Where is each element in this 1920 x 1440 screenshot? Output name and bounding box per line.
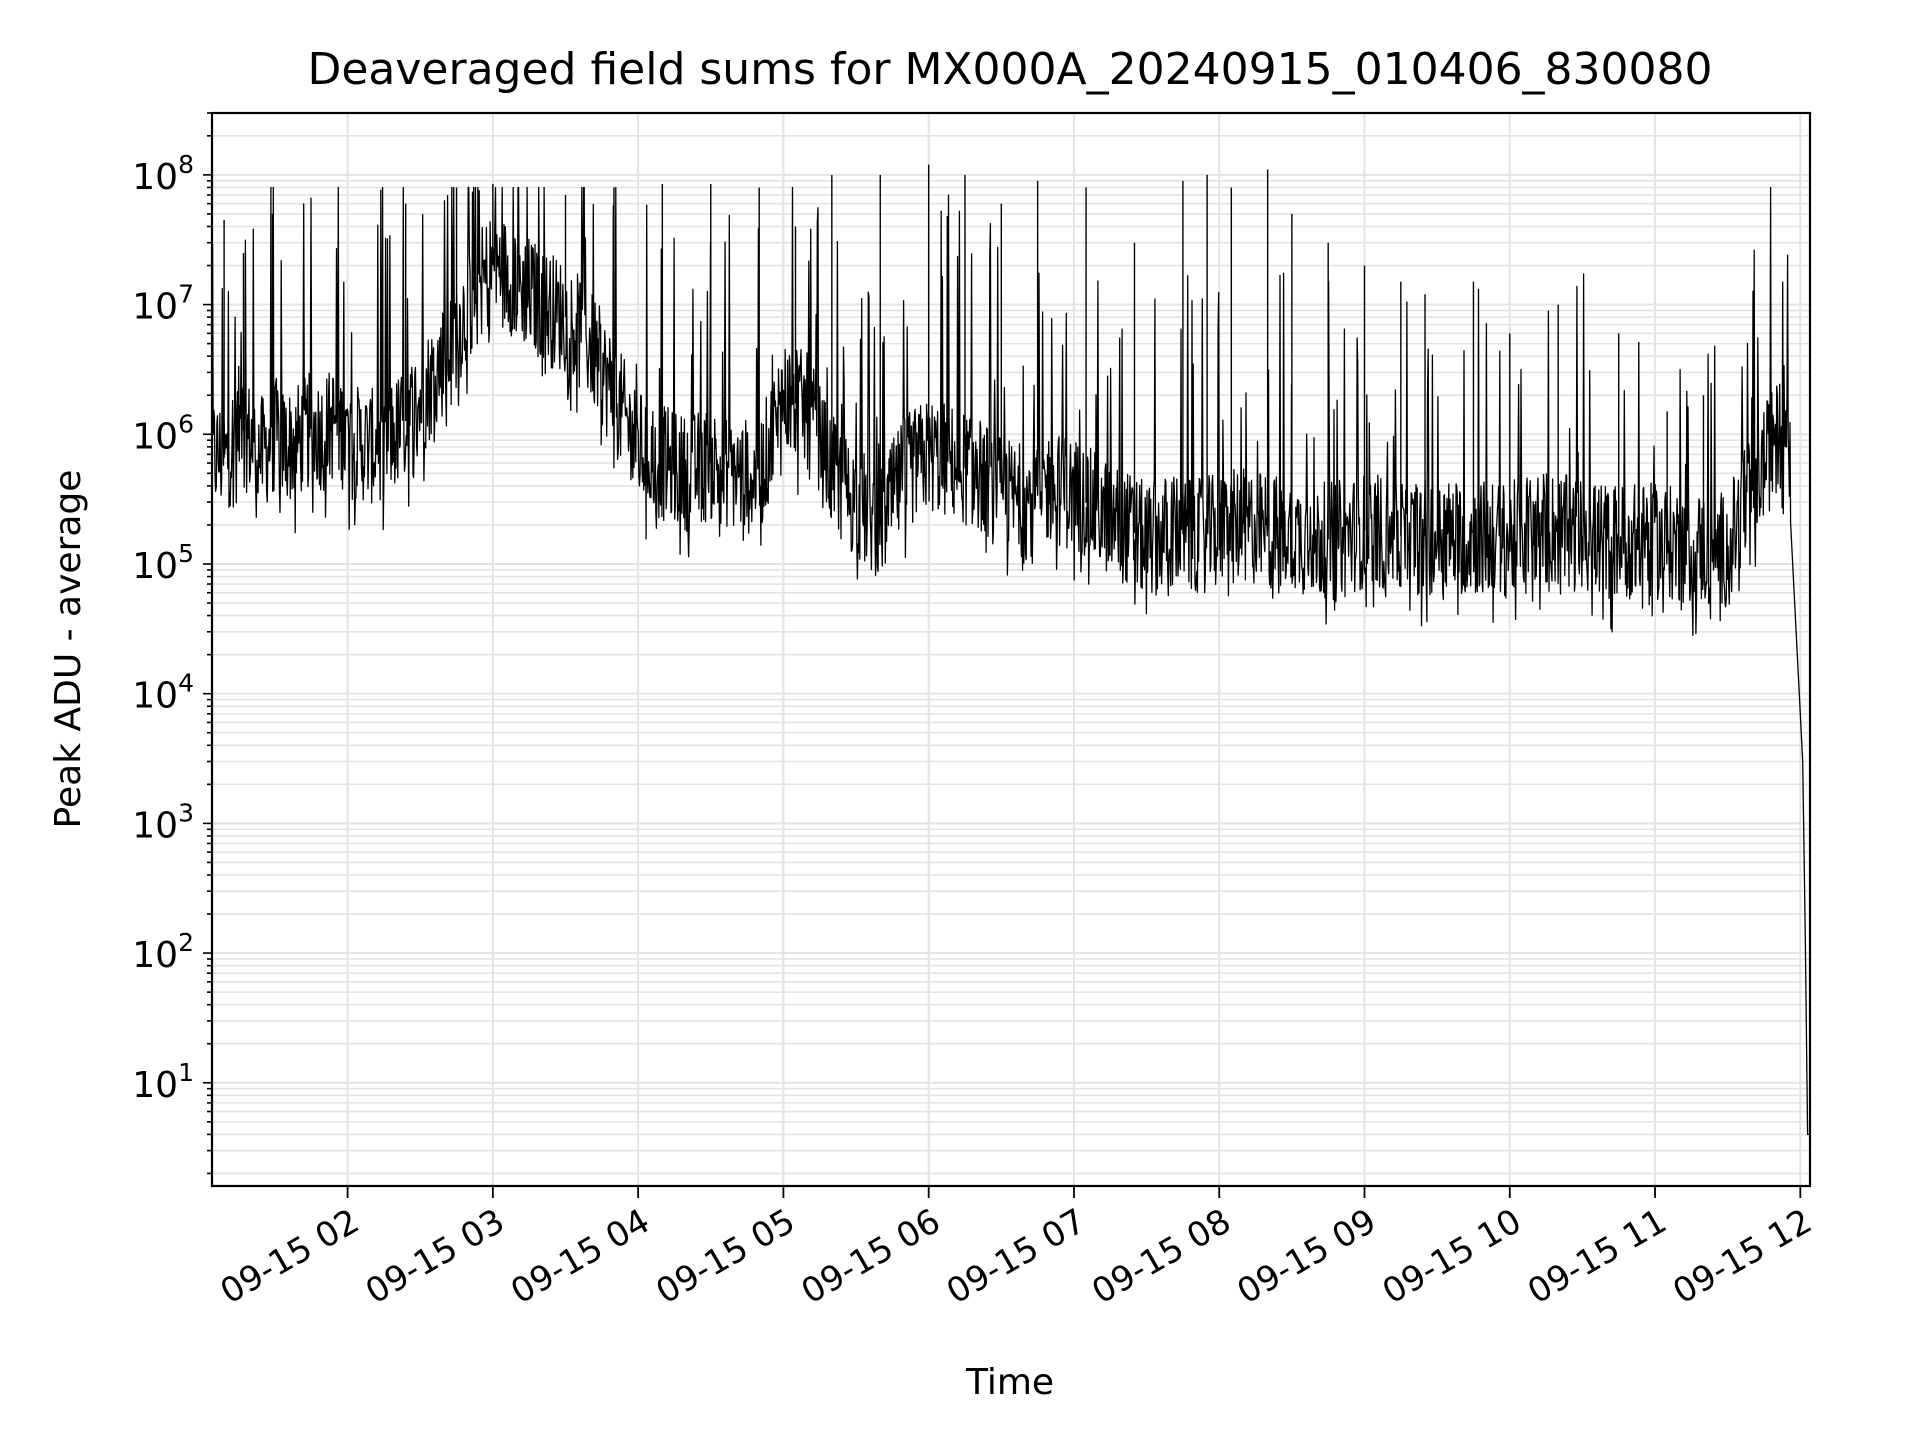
grid [212,112,1810,1186]
series-line [211,186,1810,1136]
y-tick-label: 105 [132,539,194,587]
y-axis-label: Peak ADU - average [48,470,89,829]
y-tick-label: 107 [132,280,194,328]
y-tick-label: 102 [132,928,194,976]
y-tick-label: 108 [132,150,194,198]
y-tick-label: 106 [132,409,194,457]
y-tick-label: 101 [132,1058,194,1106]
y-axis: 101 102 103 104 105 106 107 108 [132,112,212,1175]
y-tick-label: 104 [132,669,194,717]
plot-frame [210,111,1812,1188]
chart-title: Deaveraged field sums for MX000A_2024091… [307,44,1712,95]
data-series [211,164,1810,1136]
x-axis-label: Time [965,1362,1054,1403]
y-tick-label: 103 [132,798,194,846]
